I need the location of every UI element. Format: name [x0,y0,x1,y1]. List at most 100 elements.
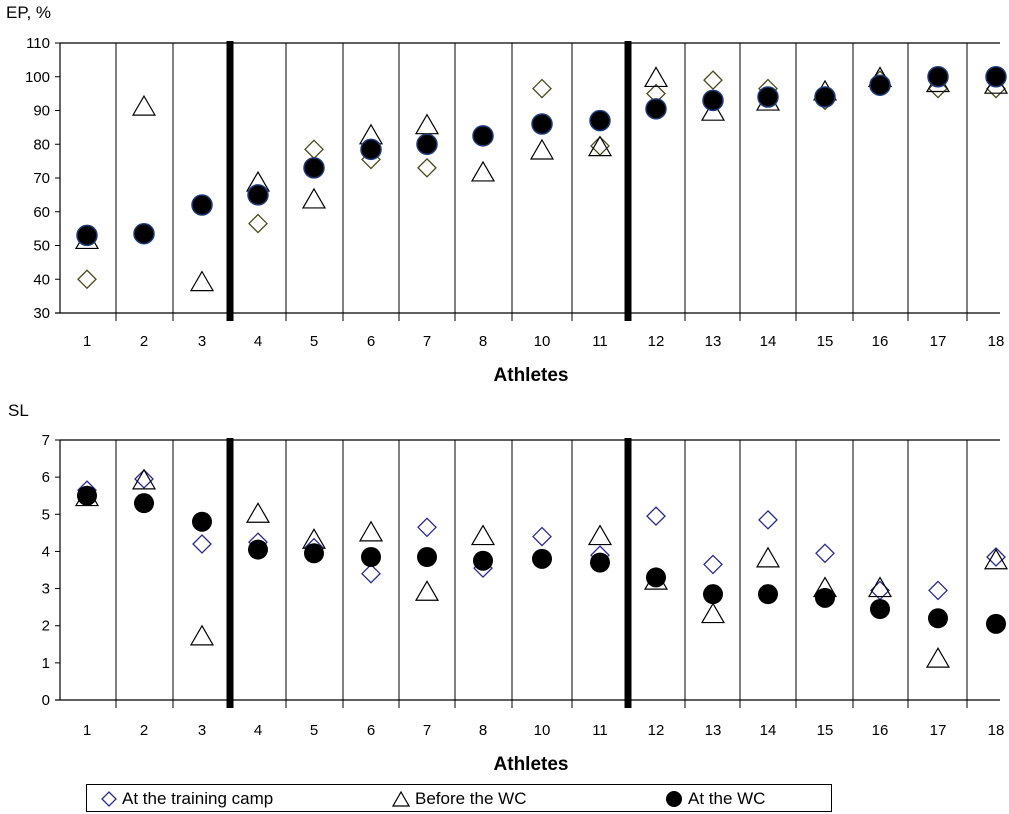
circle-marker [757,86,779,108]
triangle-marker [470,524,496,546]
triangle-marker [189,270,215,292]
triangle-marker [131,94,157,116]
circle-marker [531,113,553,135]
y-tick-label: 0 [42,692,50,709]
triangle-marker [301,187,327,209]
x-tick-label: 3 [198,333,206,350]
circle-marker [247,184,269,206]
x-tick-label: 1 [83,722,91,739]
x-tick-label: 10 [534,333,551,350]
x-tick-label: 1 [83,333,91,350]
diamond-marker [703,70,723,91]
legend-item-before-wc: Before the WC [392,788,527,810]
circle-marker [589,109,611,132]
legend-item-training-camp: At the training camp [101,788,273,810]
x-tick-label: 7 [423,333,431,350]
diamond-marker [361,563,381,584]
y-axis-title: SL [8,401,29,420]
x-tick-label: 11 [592,333,608,350]
x-tick-label: 10 [534,722,551,739]
circle-marker [928,608,948,629]
legend-label: At the training camp [122,789,274,808]
x-tick-label: 4 [254,722,262,739]
diamond-marker [417,157,437,178]
legend-label: Before the WC [415,789,527,808]
y-tick-label: 50 [33,238,50,255]
triangle-marker [700,99,726,121]
circle-marker [758,584,778,605]
y-tick-label: 3 [42,581,50,598]
circle-marker [532,548,552,569]
triangle-marker [755,546,781,568]
y-tick-label: 60 [33,204,50,221]
y-tick-label: 6 [42,469,50,486]
circle-marker [473,550,493,571]
x-tick-label: 18 [988,722,1005,739]
y-tick-label: 110 [26,35,50,52]
x-tick-label: 17 [930,333,947,350]
triangle-marker [643,66,669,88]
circle-marker [360,138,382,161]
triangle-marker [529,138,555,160]
triangle-marker [189,624,215,646]
x-axis-title: Athletes [494,365,569,386]
legend-label: At the WC [688,789,766,808]
diamond-marker [77,269,97,290]
circle-marker [869,74,891,96]
diamond-marker [532,78,552,99]
x-tick-label: 3 [198,722,206,739]
diamond-marker [134,469,154,489]
circle-marker [416,133,438,155]
x-tick-label: 6 [367,722,375,739]
triangle-marker [587,135,613,157]
y-tick-label: 90 [33,103,50,120]
legend: At the training camp Before the WC At th… [86,784,832,812]
y-tick-label: 4 [42,543,50,560]
circle-marker [645,98,667,120]
x-tick-label: 16 [872,722,889,739]
triangle-marker [700,602,726,624]
y-tick-label: 80 [33,136,50,153]
y-tick-label: 2 [42,618,50,635]
circle-marker [472,125,494,147]
circle-marker [986,613,1006,634]
circle-marker [870,599,890,619]
circle-marker [985,66,1007,88]
circle-marker [134,493,154,514]
circle-marker [192,511,212,532]
x-axis-title: Athletes [494,754,569,775]
circle-marker [303,157,325,179]
x-tick-label: 15 [817,722,834,739]
circle-icon [666,791,682,807]
x-tick-label: 18 [988,333,1005,350]
triangle-marker [414,113,440,135]
x-tick-label: 4 [254,333,262,350]
circle-marker [417,547,437,567]
circle-marker [304,543,324,564]
circle-marker [248,539,268,560]
diamond-marker [646,506,666,527]
diamond-marker [248,213,268,234]
circle-marker [361,547,381,567]
diamond-marker [703,554,723,575]
legend-item-at-wc: At the WC [665,788,765,810]
x-tick-label: 6 [367,333,375,350]
y-tick-label: 100 [25,69,50,86]
x-tick-label: 17 [930,722,947,739]
triangle-marker [867,576,893,598]
triangle-marker [587,524,613,546]
x-tick-label: 11 [592,722,608,739]
circle-marker [191,194,213,216]
triangle-marker [470,160,496,182]
circle-marker [590,552,610,573]
triangle-marker [358,520,384,542]
x-tick-label: 12 [648,722,665,739]
x-tick-label: 16 [872,333,889,350]
circle-marker [646,567,666,588]
triangle-marker [131,468,157,490]
circle-marker [927,66,949,88]
diamond-marker [590,136,610,156]
